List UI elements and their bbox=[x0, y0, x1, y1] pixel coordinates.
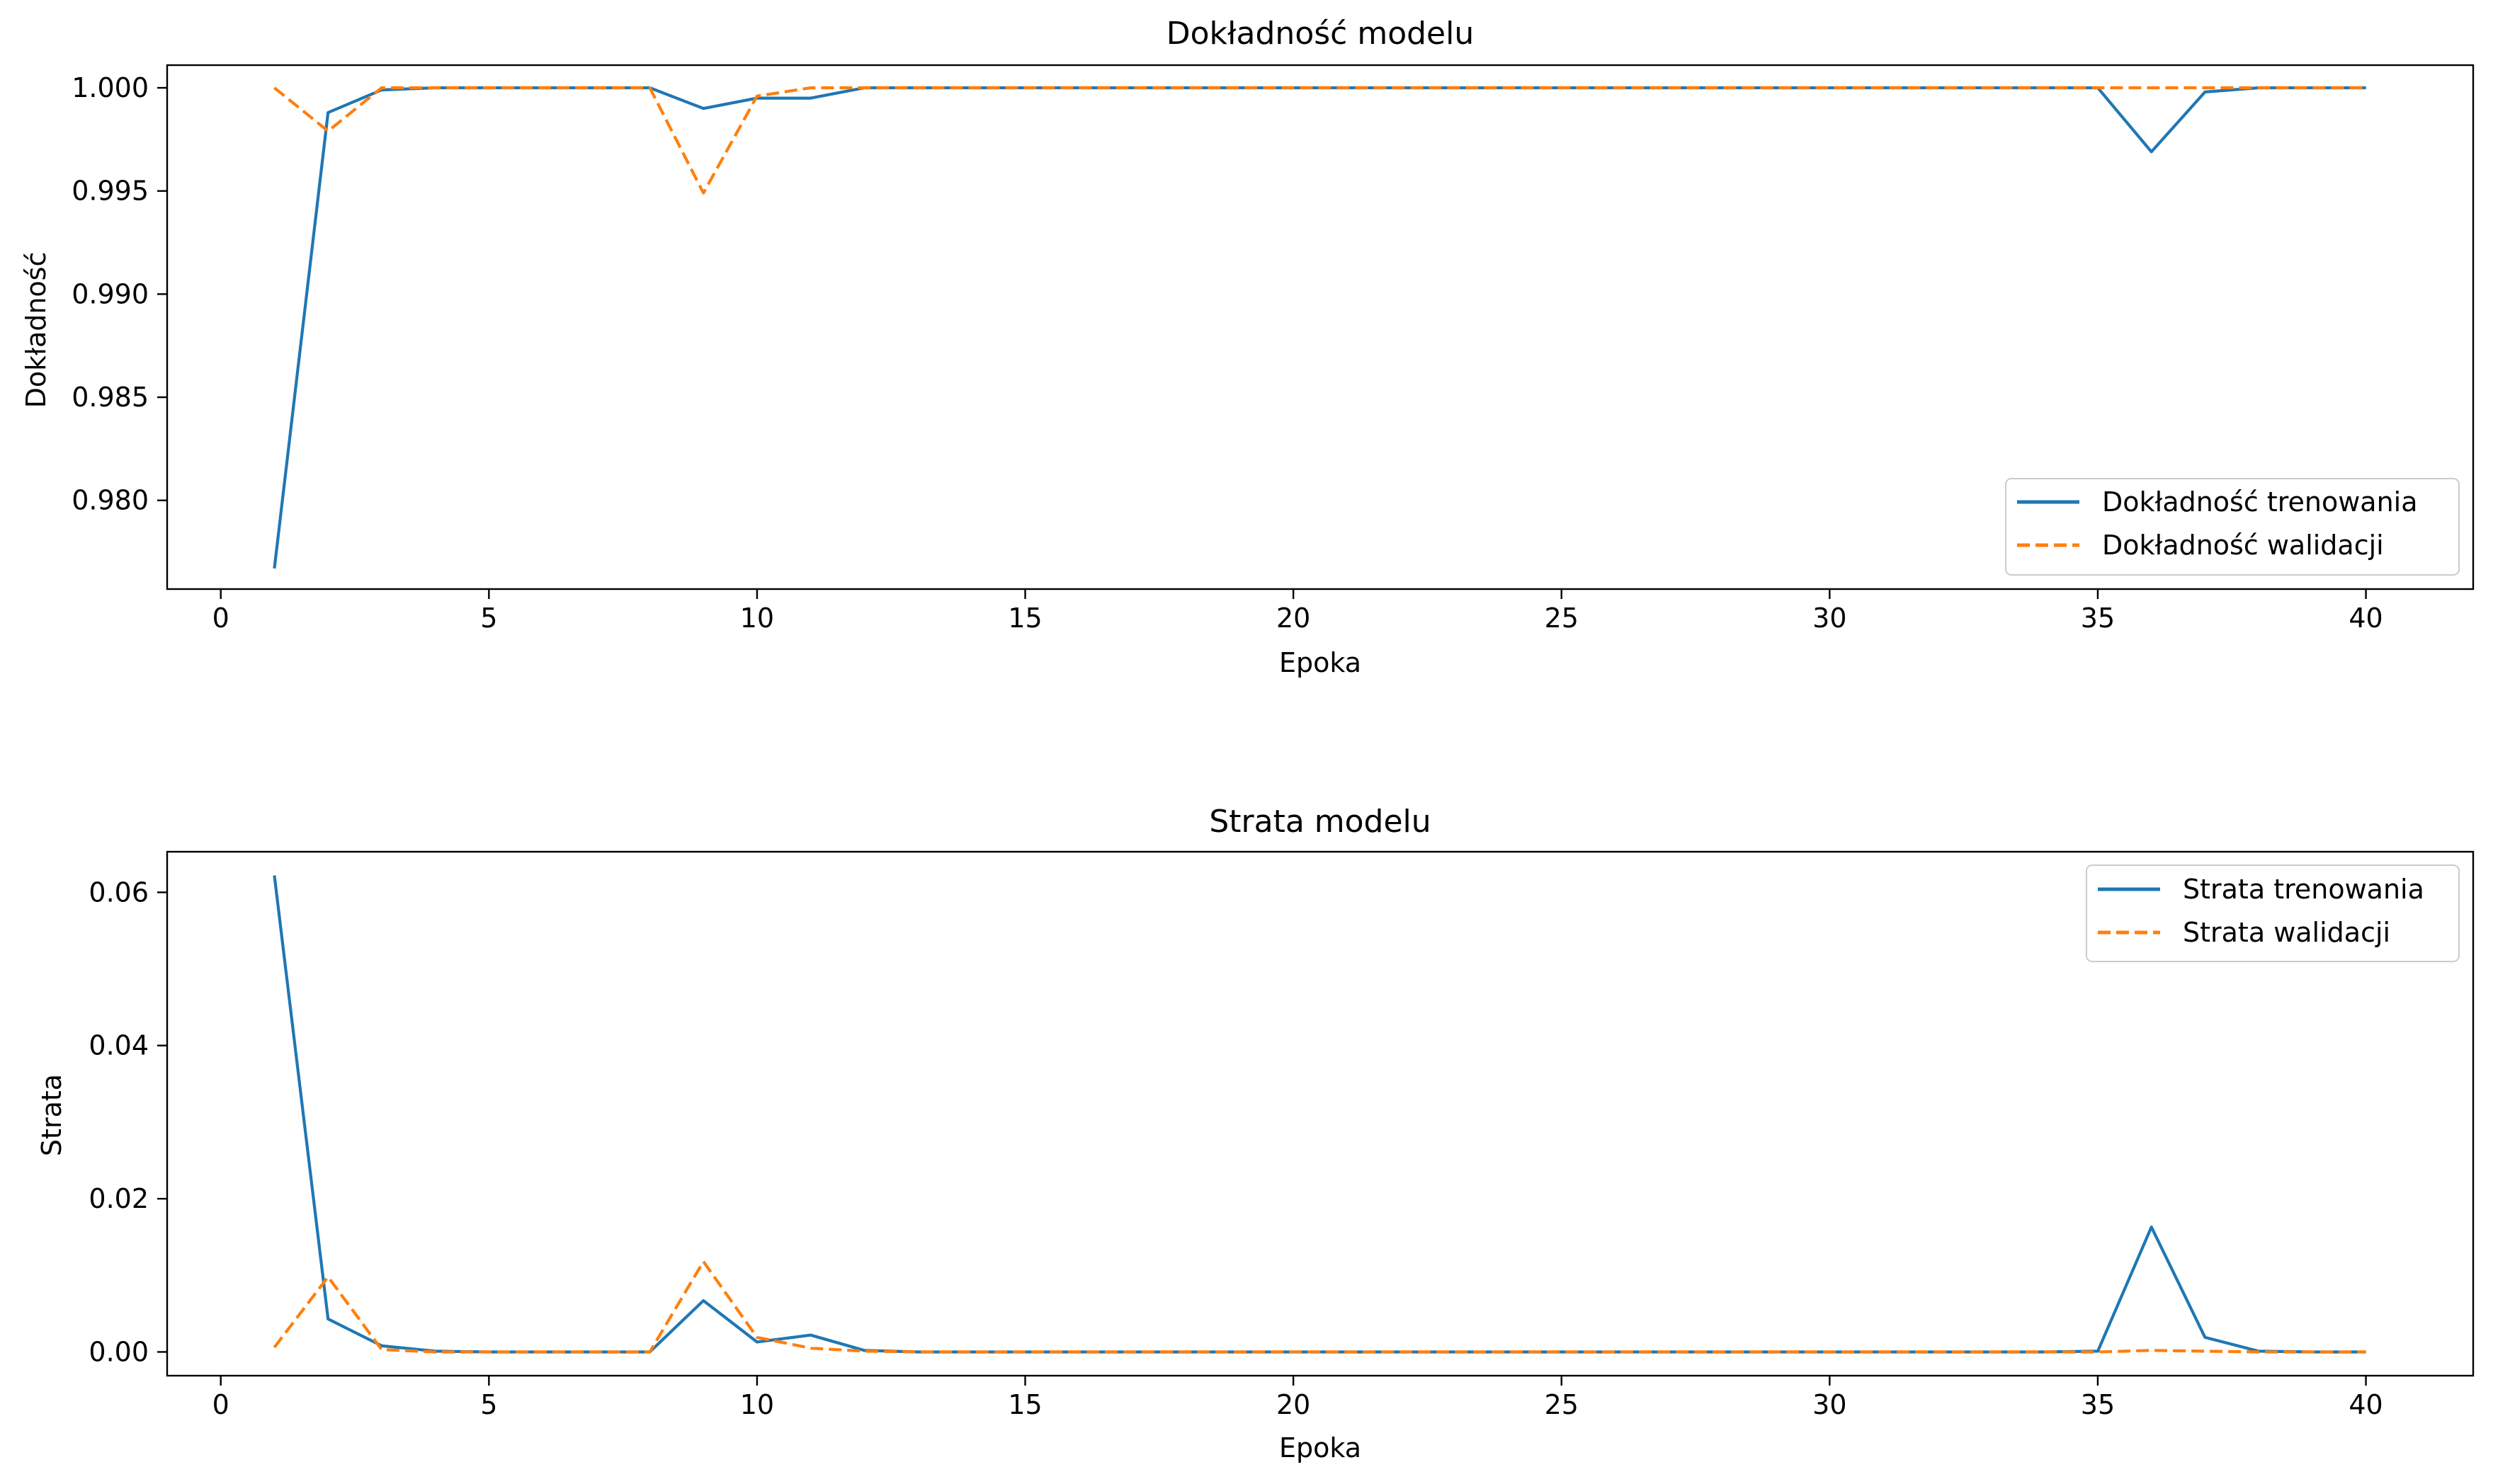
x-tick-label: 30 bbox=[1812, 1389, 1846, 1420]
x-tick-label: 20 bbox=[1276, 1389, 1310, 1420]
legend-label-val: Strata walidacji bbox=[2183, 917, 2390, 948]
x-tick-label: 15 bbox=[1008, 1389, 1042, 1420]
tick-group: 0 5 10 15 20 25 30 35 40 0.980 0.985 0.990 0.995 1.00… bbox=[72, 72, 2383, 634]
x-tick-label: 30 bbox=[1812, 603, 1846, 634]
x-tick-label: 0 bbox=[212, 603, 229, 634]
legend-box bbox=[2005, 478, 2460, 576]
legend: Dokładność trenowania Dokładność walidac… bbox=[2005, 478, 2460, 576]
x-tick-label: 20 bbox=[1276, 603, 1310, 634]
legend-label-val: Dokładność walidacji bbox=[2102, 530, 2384, 561]
y-tick-label: 0.04 bbox=[89, 1030, 149, 1061]
series-line-val bbox=[273, 1260, 2366, 1354]
y-axis-label: Dokładność bbox=[21, 252, 52, 409]
x-tick-label: 0 bbox=[212, 1389, 229, 1420]
x-tick-label: 15 bbox=[1008, 603, 1042, 634]
legend-box bbox=[2086, 864, 2460, 962]
tick-group: 0 5 10 15 20 25 30 35 40 0.00 0.02 0.04 0.06 bbox=[89, 877, 2383, 1420]
x-tick-label: 25 bbox=[1545, 1389, 1579, 1420]
x-tick-label: 5 bbox=[480, 1389, 497, 1420]
y-tick-label: 0.06 bbox=[89, 877, 149, 908]
accuracy-chart: Dokładność modelu Epoka Dokładność 0 5 10 1… bbox=[21, 16, 2475, 678]
x-tick-label: 25 bbox=[1545, 603, 1579, 634]
y-tick-label: 0.00 bbox=[89, 1336, 149, 1367]
x-tick-label: 5 bbox=[480, 603, 497, 634]
y-tick-label: 1.000 bbox=[72, 72, 149, 103]
y-tick-label: 0.02 bbox=[89, 1183, 149, 1214]
legend-label-train: Strata trenowania bbox=[2183, 874, 2424, 905]
x-tick-label: 35 bbox=[2081, 603, 2115, 634]
x-tick-label: 35 bbox=[2081, 1389, 2115, 1420]
x-axis-label: Epoka bbox=[1279, 647, 1361, 678]
y-axis-label: Strata bbox=[36, 1074, 67, 1156]
loss-chart: Strata modelu Epoka Strata 0 5 10 15 20 25 30 3… bbox=[36, 804, 2475, 1463]
y-tick-label: 0.980 bbox=[72, 485, 149, 516]
legend-label-train: Dokładność trenowania bbox=[2102, 486, 2418, 518]
y-tick-label: 0.985 bbox=[72, 382, 149, 413]
x-tick-label: 10 bbox=[740, 603, 774, 634]
x-axis-label: Epoka bbox=[1279, 1432, 1361, 1463]
plot-frame bbox=[166, 850, 2475, 1377]
series-lines bbox=[273, 875, 2366, 1354]
series-lines bbox=[273, 86, 2366, 569]
plot-frame bbox=[166, 64, 2475, 590]
series-line-val bbox=[273, 86, 2366, 195]
legend: Strata trenowania Strata walidacji bbox=[2086, 864, 2460, 962]
y-tick-label: 0.990 bbox=[72, 278, 149, 309]
x-tick-label: 40 bbox=[2349, 1389, 2383, 1420]
y-tick-label: 0.995 bbox=[72, 176, 149, 207]
x-tick-label: 40 bbox=[2349, 603, 2383, 634]
chart-title: Strata modelu bbox=[1209, 804, 1431, 840]
x-tick-label: 10 bbox=[740, 1389, 774, 1420]
chart-title: Dokładność modelu bbox=[1166, 16, 1474, 52]
